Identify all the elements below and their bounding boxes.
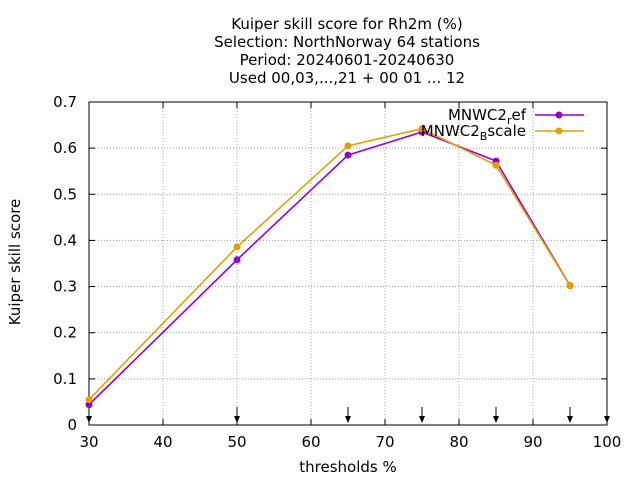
x-axis-label: thresholds % xyxy=(299,458,396,476)
series-1 xyxy=(85,128,574,409)
threshold-arrows xyxy=(86,407,610,423)
data-point xyxy=(492,161,500,169)
y-tick-label: 0.4 xyxy=(53,231,77,249)
x-tick-label: 100 xyxy=(593,433,622,451)
data-point xyxy=(418,125,426,133)
threshold-arrow-head xyxy=(567,416,573,423)
axes xyxy=(88,101,608,426)
x-tick-label: 80 xyxy=(449,433,468,451)
legend-swatch-point xyxy=(555,127,563,135)
series-line xyxy=(88,127,571,401)
title-line: Used 00,03,...,21 + 00 01 ... 12 xyxy=(229,69,465,87)
data-point xyxy=(85,396,93,404)
plot-frame xyxy=(88,101,608,426)
grid xyxy=(89,102,607,425)
data-point xyxy=(566,282,574,290)
series xyxy=(85,125,574,409)
x-tick-label: 30 xyxy=(79,433,98,451)
title-line: Selection: NorthNorway 64 stations xyxy=(214,33,480,51)
y-tick-label: 0.6 xyxy=(53,139,77,157)
y-axis-label: Kuiper skill score xyxy=(6,199,24,326)
y-tick-label: 0.1 xyxy=(53,370,77,388)
y-tick-label: 0 xyxy=(67,416,77,434)
chart-title: Kuiper skill score for Rh2m (%)Selection… xyxy=(214,15,480,87)
threshold-arrow-head xyxy=(604,416,610,423)
x-axis-ticks: 30 40 50 60 70 80 90 100 xyxy=(79,102,621,451)
series-2 xyxy=(85,125,574,404)
threshold-arrow-head xyxy=(419,416,425,423)
y-tick-label: 0.3 xyxy=(53,278,77,296)
threshold-arrow-head xyxy=(86,416,92,423)
legend-label: MNWC2Bscale xyxy=(421,122,526,143)
data-point xyxy=(233,256,241,264)
y-tick-label: 0.7 xyxy=(53,93,77,111)
series-line xyxy=(88,131,571,406)
threshold-arrow-head xyxy=(493,416,499,423)
threshold-arrow-head xyxy=(345,416,351,423)
data-point xyxy=(344,142,352,150)
data-point xyxy=(85,401,93,409)
y-axis-ticks: 0 0.1 0.2 0.3 0.4 0.5 0.6 0.7 xyxy=(53,93,607,434)
x-tick-label: 90 xyxy=(523,433,542,451)
data-point xyxy=(344,151,352,159)
title-line: Kuiper skill score for Rh2m (%) xyxy=(231,15,463,33)
x-tick-label: 50 xyxy=(227,433,246,451)
threshold-arrow-head xyxy=(234,416,240,423)
legend-swatch-point xyxy=(555,111,563,119)
x-tick-label: 60 xyxy=(301,433,320,451)
y-tick-label: 0.5 xyxy=(53,185,77,203)
x-tick-label: 40 xyxy=(153,433,172,451)
title-line: Period: 20240601-20240630 xyxy=(240,51,455,69)
y-tick-label: 0.2 xyxy=(53,324,77,342)
legend-label: MNWC2ref xyxy=(448,106,527,127)
data-point xyxy=(233,243,241,251)
x-tick-label: 70 xyxy=(375,433,394,451)
